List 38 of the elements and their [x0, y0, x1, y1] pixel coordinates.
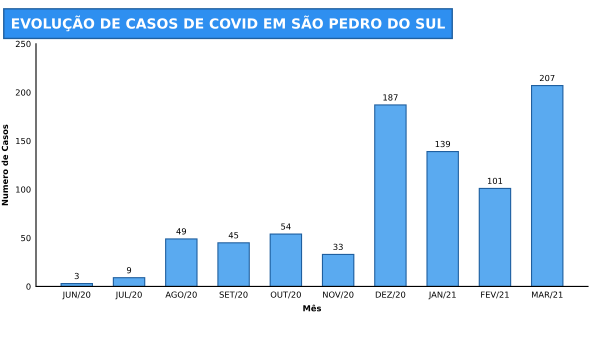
- y-tick-label: 50: [21, 234, 31, 242]
- x-axis-title: Mês: [303, 304, 322, 312]
- data-label: 207: [540, 74, 554, 82]
- bar: [530, 84, 564, 286]
- bar: [426, 150, 459, 286]
- x-tick-label: SET/20: [220, 291, 248, 298]
- data-label: 9: [126, 267, 132, 274]
- bar: [112, 277, 146, 286]
- y-axis-title: Numero de Casos: [2, 124, 8, 206]
- x-tick-label: NOV/20: [323, 291, 354, 298]
- x-tick-label: AGO/20: [165, 291, 197, 298]
- bar: [478, 188, 512, 286]
- x-tick-label: DEZ/20: [376, 291, 406, 298]
- bar: [270, 233, 302, 286]
- x-tick-label: JUN/20: [62, 291, 90, 300]
- chart-title: EVOLUÇÃO DE CASOS DE COVID EM SÃO PEDRO DO SUL: [12, 16, 445, 32]
- bar: [217, 242, 250, 286]
- x-tick-label: OUT/20: [270, 291, 301, 298]
- data-label: 101: [488, 178, 502, 184]
- y-tick-label: 250: [16, 40, 31, 48]
- data-label: 3: [74, 272, 79, 280]
- data-label: 49: [176, 228, 186, 234]
- x-tick-label: MAR/21: [532, 291, 563, 298]
- y-tick-label: 150: [16, 138, 31, 144]
- data-label: 54: [281, 223, 291, 230]
- data-label: 33: [333, 244, 343, 250]
- bar: [374, 104, 407, 286]
- data-label: 187: [383, 94, 398, 101]
- bar: [165, 238, 198, 286]
- data-label: 45: [228, 232, 238, 238]
- y-tick-label: 200: [16, 89, 31, 96]
- x-tick-label: JAN/21: [428, 291, 456, 300]
- x-tick-label: FEV/21: [481, 291, 509, 298]
- data-label: 139: [436, 140, 450, 148]
- y-tick-label: 0: [26, 283, 31, 290]
- bar: [322, 254, 354, 286]
- y-tick-label: 100: [16, 186, 31, 193]
- x-tick-label: JUL/20: [115, 291, 142, 300]
